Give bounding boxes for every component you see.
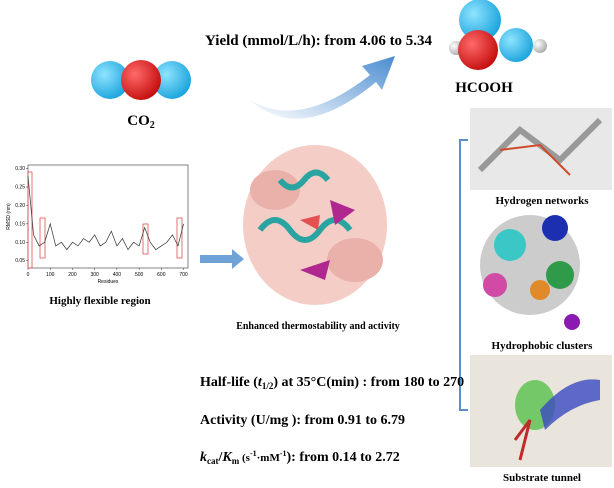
y-tick-label: 0.05 bbox=[15, 258, 25, 264]
x-tick-label: 0 bbox=[27, 272, 30, 278]
flexible-label: Highly flexible region bbox=[49, 295, 150, 307]
subscript: m bbox=[232, 456, 240, 466]
x-tick-label: 600 bbox=[157, 272, 166, 278]
x-tick-label: 700 bbox=[179, 272, 188, 278]
y-tick-label: 0.20 bbox=[15, 203, 25, 209]
text: k bbox=[200, 450, 207, 465]
co2-subscript: 2 bbox=[150, 120, 155, 131]
bracket bbox=[459, 139, 468, 411]
rmsd-line bbox=[27, 176, 184, 251]
x-tick-label: 100 bbox=[46, 272, 55, 278]
x-axis-label: Residues bbox=[98, 279, 119, 285]
x-tick-label: 200 bbox=[68, 272, 77, 278]
curved-arrow bbox=[250, 56, 395, 119]
enzyme-structure bbox=[243, 145, 387, 305]
panel-label: Hydrogen networks bbox=[496, 195, 590, 207]
y-tick-label: 0.10 bbox=[15, 240, 25, 246]
panel-label: Hydrophobic clusters bbox=[492, 340, 594, 352]
product-label: HCOOH bbox=[455, 80, 513, 96]
rmsd-plot: 0.05 0.10 0.15 0.20 0.25 0.30 0 100 200 300 400 500… bbox=[6, 164, 189, 285]
x-tick-label: 400 bbox=[113, 272, 122, 278]
y-tick-label: 0.25 bbox=[15, 185, 25, 191]
text: ·mM bbox=[257, 452, 281, 464]
half-life-text: Half-life (t1/2) at 35°C(min) : from 180… bbox=[200, 375, 464, 391]
activity-text: Activity (U/mg ): from 0.91 to 6.79 bbox=[200, 413, 405, 428]
text: ): from 0.14 to 2.72 bbox=[287, 450, 400, 465]
subscript: 1/2 bbox=[262, 381, 274, 391]
kcat-km-text: kcat/Km (s-1·mM-1): from 0.14 to 2.72 bbox=[200, 449, 400, 466]
panel-images bbox=[470, 108, 612, 467]
x-tick-label: 300 bbox=[90, 272, 99, 278]
superscript: -1 bbox=[280, 449, 287, 458]
co2-label: CO2 bbox=[127, 113, 155, 131]
yield-text: Yield (mmol/L/h): from 4.06 to 5.34 bbox=[205, 33, 433, 49]
y-tick-label: 0.30 bbox=[15, 166, 25, 172]
subscript: cat bbox=[207, 456, 219, 466]
text: ) at 35°C(min) : from 180 to 270 bbox=[273, 375, 464, 390]
arrow bbox=[200, 249, 244, 269]
text: Half-life ( bbox=[200, 375, 258, 390]
superscript: -1 bbox=[250, 449, 257, 458]
hcooh-molecule bbox=[449, 0, 547, 70]
text: / bbox=[218, 450, 224, 465]
text: (s bbox=[239, 452, 250, 464]
enzyme-label: Enhanced thermostability and activity bbox=[236, 321, 400, 332]
x-tick-label: 500 bbox=[135, 272, 144, 278]
co2-molecule bbox=[91, 60, 191, 100]
text: K bbox=[221, 450, 233, 465]
text: t bbox=[258, 375, 263, 390]
co2-text: CO bbox=[127, 113, 150, 129]
y-tick-label: 0.15 bbox=[15, 221, 25, 227]
panel-label: Substrate tunnel bbox=[503, 472, 581, 484]
y-axis-label: RMSD (nm) bbox=[6, 203, 12, 230]
